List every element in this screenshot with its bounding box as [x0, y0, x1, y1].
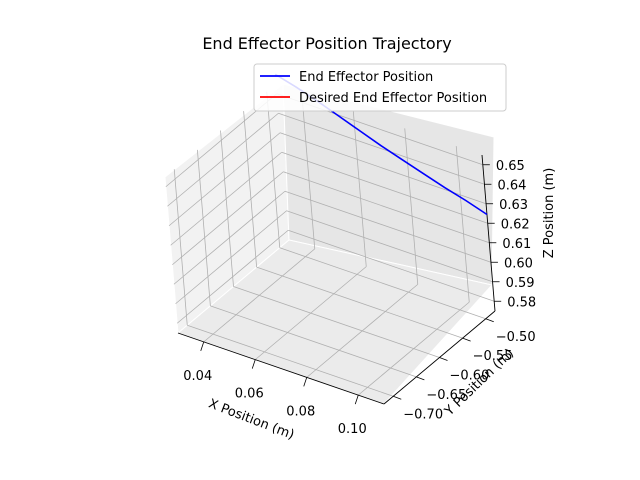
z-axis-label: Z Position (m) [542, 168, 557, 259]
y-grid-line [233, 286, 440, 358]
x-tick-label: 0.08 [286, 404, 315, 419]
z-axis-line [481, 154, 496, 312]
y-grid-line [266, 91, 281, 248]
z-tick-label: 0.59 [506, 276, 535, 291]
y-tick-mark [462, 337, 471, 342]
z-grid-line [168, 132, 281, 227]
y-tick-mark [393, 395, 402, 400]
z-grid-line [172, 171, 284, 266]
y-grid-line [256, 266, 463, 339]
x-grid-line [404, 128, 419, 285]
x-tick-mark [354, 394, 359, 405]
z-grid-line [281, 151, 488, 224]
x-tick-label: 0.06 [235, 387, 264, 402]
y-grid-line [220, 130, 234, 287]
z-grid-line [173, 190, 286, 285]
legend-frame [253, 63, 507, 112]
x-tick-label: 0.04 [183, 369, 212, 384]
z-tick-label: 0.64 [497, 178, 526, 193]
z-tick-label: 0.62 [501, 217, 530, 232]
y-grid-line [279, 247, 486, 320]
y-grid-line [173, 169, 188, 326]
y-tick-mark [416, 376, 425, 381]
legend: End Effector Position Desired End Effect… [253, 63, 507, 112]
y-tick-label: −0.50 [496, 330, 536, 345]
z-grid-line [175, 210, 287, 305]
z-grid-line [167, 112, 279, 207]
y-tick-mark [439, 357, 448, 361]
x-grid-line [301, 92, 316, 249]
x-axis-line [177, 332, 385, 405]
z-tick-label: 0.63 [499, 198, 528, 213]
z-grid-line [283, 171, 490, 244]
y-grid-line [196, 149, 211, 306]
legend-label-0: End Effector Position [299, 70, 433, 85]
z-grid-line [288, 229, 495, 302]
z-tick-label: 0.58 [507, 295, 536, 310]
chart-grid [165, 91, 495, 397]
y-grid-line [187, 324, 394, 397]
x-tick-mark [200, 341, 205, 352]
z-grid-line [284, 190, 492, 263]
x-tick-label: 0.10 [338, 422, 367, 437]
y-tick-mark [485, 318, 494, 323]
y-grid-line [243, 111, 258, 268]
z-tick-label: 0.65 [496, 159, 525, 174]
x-grid-line [352, 110, 367, 267]
x-grid-line [455, 146, 470, 303]
chart-title: End Effector Position Trajectory [202, 34, 451, 53]
y-tick-label: −0.55 [473, 349, 513, 364]
z-grid-line [176, 229, 289, 324]
y-tick-label: −0.70 [403, 407, 443, 422]
z-grid-line [286, 210, 493, 283]
y-tick-label: −0.65 [426, 388, 466, 403]
z-tick-label: 0.60 [504, 256, 533, 271]
x-tick-mark [251, 359, 256, 369]
y-tick-label: −0.60 [450, 369, 490, 384]
x-tick-mark [303, 377, 308, 387]
chart-ticks: 0.04 0.06 0.08 0.10 −0.70 −0.65 −0.60 −0.55 −0.5… [183, 159, 536, 437]
z-tick-label: 0.61 [502, 237, 531, 252]
z-grid-line [170, 151, 282, 246]
legend-label-1: Desired End Effector Position [299, 91, 487, 106]
z-grid-line [278, 112, 485, 185]
y-grid-line [210, 305, 417, 378]
